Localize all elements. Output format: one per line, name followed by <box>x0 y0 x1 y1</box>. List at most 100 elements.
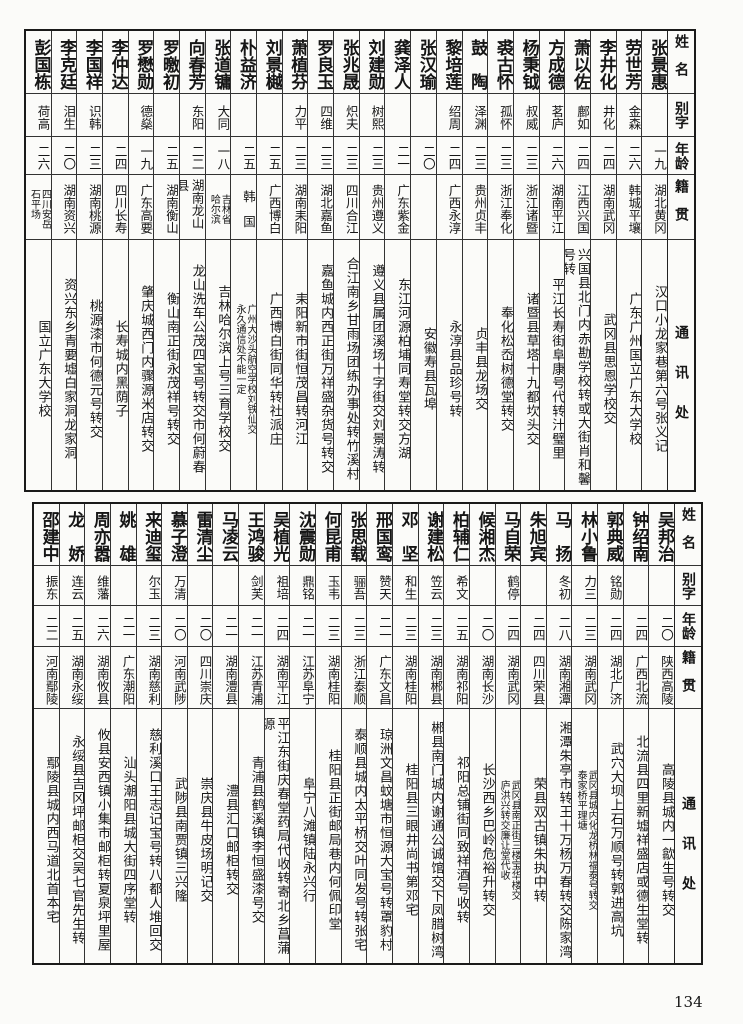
person-record: 龚泽人 二一 广东紫金 东江河源柏埔同寿堂转交方湖 <box>384 31 411 490</box>
person-record: 李井化 井化 二四 湖南武冈 武冈县思恩学校交 <box>589 31 616 490</box>
address-cell: 攸县安西镇小集市邮柜转夏泉坪里屋 <box>94 728 110 952</box>
alias-cell: 东阳 <box>179 94 205 137</box>
address-cell: 永绥县吉冈坪邮柜交吴七官先生转 <box>69 735 85 945</box>
native-place-cell: 湖南平江 <box>539 175 565 240</box>
native-place-cell: 湖南桃源 <box>77 175 102 240</box>
age-cell: 二〇 <box>162 606 187 647</box>
native-place-cell: 湖南资兴 <box>51 175 77 240</box>
person-record: 候湘杰 二〇 湖南长沙 长沙西乡巴岭危裕升转交 <box>468 504 495 963</box>
alias-cell: 树熙 <box>359 94 385 137</box>
person-record: 柏辅仁 希文 二五 湖南祁阳 祁阳总铺街同致祥酒号收转 <box>443 504 469 963</box>
name-cell: 张思载 <box>341 504 367 566</box>
name-cell: 邓 坚 <box>392 504 418 566</box>
address-cell: 衡山南正街永茂祥号转交 <box>163 292 179 446</box>
alias-cell: 识韩 <box>77 94 102 137</box>
alias-cell <box>623 566 649 606</box>
name-cell: 柏辅仁 <box>444 504 469 566</box>
native-place-cell: 湖北嘉鱼 <box>308 175 334 240</box>
person-record: 朱旭宾 二四 四川荣县 荣县双古镇朱执中转 <box>520 504 546 963</box>
name-cell: 鼓 陶 <box>462 31 488 94</box>
age-cell: 一九 <box>128 137 154 175</box>
address-cell: 兴国县北门内赤勘学校转或大街肖和馨号转 <box>565 248 590 486</box>
name-cell: 罗良玉 <box>308 31 334 94</box>
age-cell: 二四 <box>598 606 623 647</box>
age-cell: 二四 <box>623 606 649 647</box>
address-cell: 鄢陵县城内西马道北首本宅 <box>43 756 59 924</box>
address-cell: 诸暨县草塔十九都坎头交 <box>523 292 539 446</box>
header-native-place: 籍贯 <box>675 647 701 709</box>
address-cell: 贞丰县龙场交 <box>472 327 488 411</box>
alias-cell: 力三 <box>572 566 598 606</box>
age-cell: 二八 <box>546 606 572 647</box>
native-place-cell: 江西兴国 <box>565 175 590 240</box>
alias-cell: 荷高 <box>25 94 51 137</box>
age-cell: 二四 <box>590 137 616 175</box>
header-column: 姓名 别字 年龄 籍贯 通讯处 <box>667 31 694 490</box>
age-cell: 二〇 <box>469 606 495 647</box>
age-cell: 二四 <box>565 137 590 175</box>
person-record: 林小鲁 力三 二三 湖南武冈 武冈县城内化龙桥林福泰号转交 泰家桥平理塘 <box>571 504 598 963</box>
age-cell: 二五 <box>257 137 282 175</box>
native-place-cell: 浙江泰顺 <box>341 647 367 709</box>
address-cell: 崇庆县牛皮场明记交 <box>197 777 213 903</box>
person-record: 杨秉钺 叔威 二三 浙江诸暨 诸暨县草塔十九都坎头交 <box>512 31 539 490</box>
age-cell: 二三 <box>334 137 359 175</box>
age-cell: 二三 <box>316 606 341 647</box>
person-record: 沈震勋 鼎铭 二一 江苏阜宁 阜宁八滩镇陆永兴行 <box>289 504 316 963</box>
age-cell: 二六 <box>25 137 51 175</box>
name-cell: 马凌云 <box>213 504 239 566</box>
name-cell: 龚泽人 <box>385 31 411 94</box>
native-place-cell: 韩 国 <box>231 175 256 240</box>
native-place-cell: 湖南永绥 <box>59 647 85 709</box>
native-place-cell: 湖南武冈 <box>590 175 616 240</box>
alias-cell: 剑芙 <box>239 566 264 606</box>
person-record: 邓 坚和生 二三 湖南桂阳 桂阳县三眼井尚书第邓宅 <box>391 504 418 963</box>
native-place-cell: 四川安岳 石平场 <box>25 175 51 240</box>
native-place-cell: 广东文昌 <box>367 647 392 709</box>
name-cell: 马 扬 <box>546 504 572 566</box>
person-record: 吴邦治 二〇 陕西高陵 高陵县城内一歙生号转交 <box>648 504 674 963</box>
person-record: 马 扬冬初 二八 湖南湘潭 湘潭朱亭市转王十万杨万春转交陈家湾 <box>545 504 572 963</box>
roster-table-top: 姓名 别字 年龄 籍贯 通讯处 张景惠 一九 湖北黄冈 汉口小龙家巷第六号张义记 劳世芳 金森 二六韩… <box>24 29 696 492</box>
person-record: 姚 雄二一 广东潮阳 汕头潮阳县城大街四序堂转 <box>109 504 136 963</box>
alias-cell <box>231 94 256 137</box>
person-record: 罗良玉 四维 二三 湖北嘉鱼 嘉鱼城内西正街万祥盛杂货号转交 <box>307 31 334 490</box>
header-native-place: 籍贯 <box>668 175 694 240</box>
age-cell: 二三 <box>462 137 488 175</box>
person-record: 张汉瑜 二〇 安徽寿县瓦埠 <box>410 31 436 490</box>
name-cell: 萧植芬 <box>282 31 308 94</box>
native-place-cell: 贵州遵义 <box>359 175 385 240</box>
name-cell: 吴邦治 <box>649 504 674 566</box>
person-record: 裘古怀 孤怀 二三 浙江奉化 奉化松岙树德堂转交 <box>487 31 513 490</box>
address-cell: 耒阳新市街恒茂昌转河江 <box>292 292 308 446</box>
age-cell: 二三 <box>282 137 308 175</box>
native-place-cell: 湖南慈利 <box>136 647 162 709</box>
address-cell: 永淳县品珍号转 <box>446 320 462 418</box>
native-place-cell: 四川合江 <box>334 175 359 240</box>
person-record: 鼓 陶泽渊 二三 贵州贞丰 贞丰县龙场交 <box>461 31 488 490</box>
address-cell: 泰顺县城内太平桥交叶同发号转张宅 <box>351 728 367 952</box>
native-place-cell: 湖南湘潭 <box>546 647 572 709</box>
alias-cell: 叔威 <box>513 94 539 137</box>
name-cell: 李国祥 <box>77 31 102 94</box>
header-column: 姓名 别字 年龄 籍贯 通讯处 <box>674 504 701 963</box>
alias-cell: 泽渊 <box>462 94 488 137</box>
native-place-cell: 广东潮阳 <box>110 647 136 709</box>
name-cell: 彭国栋 <box>25 31 51 94</box>
native-place-cell: 四川荣县 <box>521 647 546 709</box>
age-cell: 一九 <box>642 137 667 175</box>
address-cell: 青浦县鹤溪镇李恒盛漆号交 <box>248 756 264 924</box>
alias-cell <box>154 94 179 137</box>
name-cell: 吴植光 <box>264 504 290 566</box>
age-cell: 二三 <box>392 606 418 647</box>
address-cell: 汕头潮阳县城大街四序堂转 <box>120 756 136 924</box>
address-cell: 嘉鱼城内西正街万祥盛杂货号转交 <box>318 264 334 474</box>
address-cell: 慈利溪口王志记宝号转八都人堆回交 <box>146 728 162 952</box>
alias-cell: 大同 <box>205 94 231 137</box>
person-record: 来迪玺 尔玉 二三 湖南慈利 慈利溪口王志记宝号转八都人堆回交 <box>135 504 162 963</box>
name-cell: 罗曒初 <box>154 31 179 94</box>
age-cell: 二〇 <box>411 137 436 175</box>
alias-cell: 鹤停 <box>495 566 521 606</box>
age-cell: 二一 <box>290 606 316 647</box>
native-place-cell: 广西永淳 <box>436 175 462 240</box>
